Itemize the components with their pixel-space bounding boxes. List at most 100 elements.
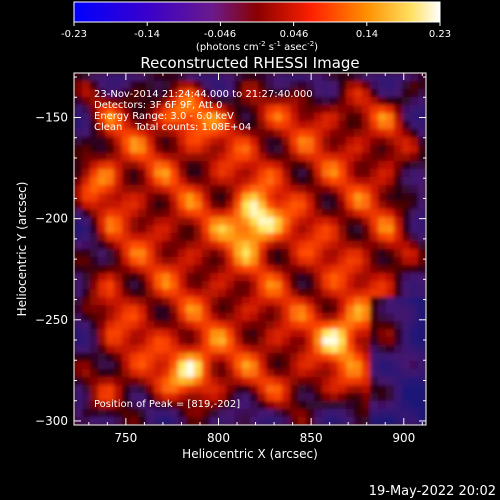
heatmap-cell — [138, 313, 147, 322]
heatmap-cell — [178, 273, 187, 282]
heatmap-cell — [186, 345, 195, 354]
heatmap-cell — [410, 81, 419, 90]
heatmap-cell — [290, 361, 299, 370]
heatmap-cell — [162, 81, 171, 90]
heatmap-cell — [98, 97, 107, 106]
heatmap-cell — [370, 321, 379, 330]
heatmap-cell — [322, 385, 331, 394]
heatmap-cell — [410, 193, 419, 202]
heatmap-cell — [354, 137, 363, 146]
heatmap-cell — [114, 305, 123, 314]
heatmap-cell — [402, 161, 411, 170]
heatmap-cell — [370, 329, 379, 338]
heatmap-cell — [362, 401, 371, 410]
heatmap-cell — [346, 217, 355, 226]
heatmap-cell — [274, 249, 283, 258]
heatmap-cell — [114, 137, 123, 146]
heatmap-cell — [74, 153, 83, 162]
heatmap-cell — [298, 161, 307, 170]
heatmap-cell — [250, 105, 259, 114]
timestamp: 19-May-2022 20:02 — [369, 484, 496, 499]
heatmap-cell — [106, 161, 115, 170]
heatmap-cell — [154, 369, 163, 378]
heatmap-cell — [226, 137, 235, 146]
heatmap-cell — [306, 153, 315, 162]
heatmap-cell — [314, 81, 323, 90]
heatmap-cell — [362, 201, 371, 210]
heatmap-cell — [74, 217, 83, 226]
heatmap-cell — [122, 241, 131, 250]
heatmap-cell — [218, 385, 227, 394]
heatmap-cell — [282, 129, 291, 138]
heatmap-cell — [258, 345, 267, 354]
heatmap-cell — [274, 201, 283, 210]
heatmap-cell — [170, 361, 179, 370]
heatmap-cell — [386, 105, 395, 114]
heatmap-cell — [194, 121, 203, 130]
heatmap-cell — [362, 257, 371, 266]
heatmap-cell — [346, 297, 355, 306]
heatmap-cell — [338, 209, 347, 218]
heatmap-cell — [106, 217, 115, 226]
heatmap-cell — [210, 249, 219, 258]
heatmap-cell — [362, 121, 371, 130]
heatmap-cell — [394, 297, 403, 306]
heatmap-cell — [402, 345, 411, 354]
heatmap-cell — [122, 257, 131, 266]
heatmap-cell — [322, 289, 331, 298]
heatmap-cell — [218, 337, 227, 346]
heatmap-cell — [170, 193, 179, 202]
heatmap-cell — [226, 265, 235, 274]
heatmap-cell — [138, 193, 147, 202]
heatmap-cell — [282, 241, 291, 250]
heatmap-cell — [266, 377, 275, 386]
heatmap-cell — [330, 401, 339, 410]
heatmap-cell — [74, 321, 83, 330]
heatmap-cell — [218, 353, 227, 362]
heatmap-cell — [162, 201, 171, 210]
heatmap-cell — [74, 97, 83, 106]
heatmap-cell — [210, 313, 219, 322]
heatmap-cell — [370, 129, 379, 138]
heatmap-cell — [402, 217, 411, 226]
heatmap-cell — [258, 105, 267, 114]
heatmap-cell — [194, 105, 203, 114]
heatmap-cell — [290, 265, 299, 274]
heatmap-cell — [210, 329, 219, 338]
heatmap-cell — [346, 281, 355, 290]
heatmap-cell — [234, 177, 243, 186]
heatmap-cell — [218, 177, 227, 186]
heatmap-cell — [138, 161, 147, 170]
heatmap-cell — [178, 73, 187, 82]
heatmap-cell — [98, 273, 107, 282]
heatmap-cell — [290, 81, 299, 90]
heatmap-cell — [250, 225, 259, 234]
heatmap-cell — [186, 201, 195, 210]
heatmap-cell — [162, 225, 171, 234]
heatmap-cell — [138, 345, 147, 354]
heatmap-cell — [202, 337, 211, 346]
heatmap-cell — [410, 281, 419, 290]
heatmap-cell — [354, 145, 363, 154]
heatmap-cell — [418, 241, 426, 250]
heatmap-cell — [418, 265, 426, 274]
heatmap-cell — [90, 241, 99, 250]
heatmap-cell — [226, 297, 235, 306]
heatmap-cell — [386, 329, 395, 338]
heatmap-cell — [338, 281, 347, 290]
heatmap-cell — [266, 201, 275, 210]
heatmap-cell — [82, 193, 91, 202]
heatmap-cell — [242, 321, 251, 330]
heatmap-cell — [122, 129, 131, 138]
heatmap-cell — [410, 401, 419, 410]
plot-frame — [73, 72, 427, 426]
heatmap-cell — [410, 169, 419, 178]
heatmap-cell — [90, 225, 99, 234]
heatmap-cell — [170, 73, 179, 82]
heatmap-cell — [138, 297, 147, 306]
heatmap-cell — [154, 385, 163, 394]
heatmap-cell — [154, 201, 163, 210]
heatmap-cell — [386, 201, 395, 210]
heatmap-cell — [250, 281, 259, 290]
heatmap-cell — [226, 321, 235, 330]
